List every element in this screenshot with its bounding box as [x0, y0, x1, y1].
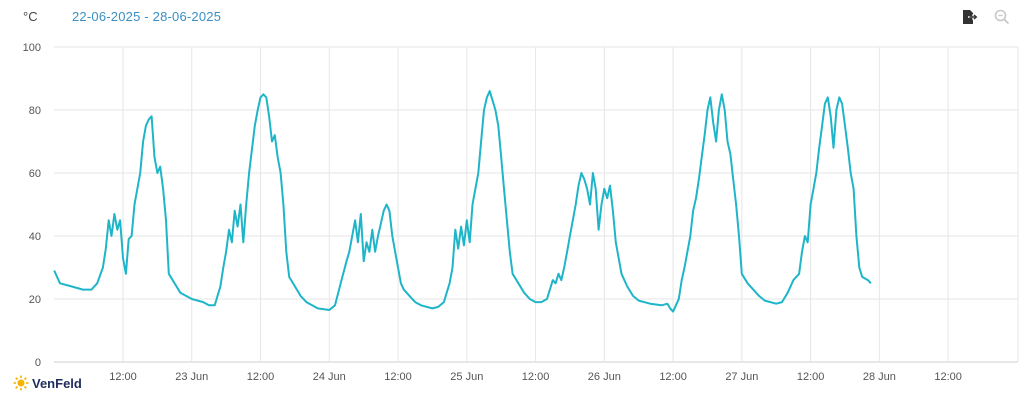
x-tick-label: 12:00 [797, 371, 825, 383]
temperature-series-line [53, 90, 872, 313]
x-tick-label: 28 Jun [863, 371, 896, 383]
export-icon[interactable] [960, 8, 978, 26]
x-tick-label: 12:00 [522, 371, 550, 383]
sun-icon [13, 375, 29, 391]
x-axis-ticks: 12:00 23 Jun 12:00 24 Jun 12:00 25 Jun 12:00 26… [109, 371, 962, 383]
x-tick-label: 24 Jun [313, 371, 346, 383]
series-layer [53, 90, 872, 313]
logo-text: VenFeld [32, 375, 82, 391]
x-tick-label: 26 Jun [588, 371, 621, 383]
x-tick-label: 27 Jun [725, 371, 758, 383]
x-tick-label: 12:00 [109, 371, 137, 383]
y-tick-label: 20 [29, 294, 41, 306]
zoom-icon[interactable] [993, 8, 1011, 26]
x-tick-label: 25 Jun [450, 371, 483, 383]
y-tick-label: 0 [35, 357, 41, 369]
y-tick-label: 40 [29, 231, 41, 243]
date-range-link[interactable]: 22-06-2025 - 28-06-2025 [72, 9, 222, 24]
y-tick-label: 60 [29, 168, 41, 180]
grid-lines [54, 46, 1019, 363]
chart-header: °C 22-06-2025 - 28-06-2025 [0, 0, 1024, 34]
y-tick-label: 80 [29, 105, 41, 117]
x-tick-label: 12:00 [384, 371, 412, 383]
y-tick-label: 100 [23, 42, 41, 54]
x-tick-label: 23 Jun [175, 371, 208, 383]
x-tick-label: 12:00 [934, 371, 962, 383]
venfeld-logo: VenFeld [13, 374, 82, 392]
x-tick-label: 12:00 [659, 371, 687, 383]
y-axis-ticks: 0 20 40 60 80 100 [23, 42, 41, 369]
x-tick-label: 12:00 [247, 371, 275, 383]
unit-label: °C [23, 9, 38, 24]
